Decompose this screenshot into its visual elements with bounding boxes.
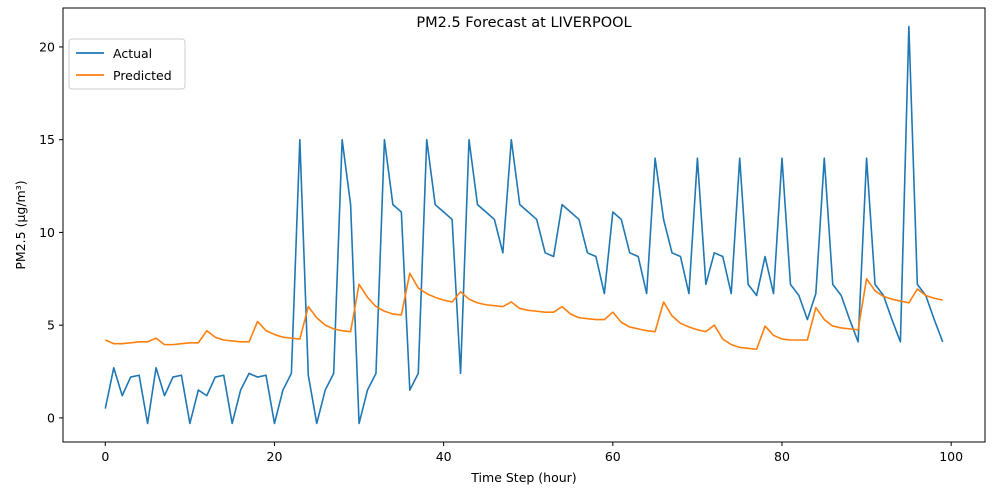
x-tick-label: 20	[267, 449, 283, 464]
x-tick-label: 0	[101, 449, 109, 464]
x-tick-label: 40	[436, 449, 452, 464]
plot-frame	[62, 7, 986, 443]
x-tick-label: 100	[939, 449, 963, 464]
y-axis: 0 5 10 15 20	[39, 39, 63, 425]
y-tick-label: 20	[39, 39, 55, 54]
x-axis-label: Time Step (hour)	[470, 470, 576, 485]
x-axis: 0 20 40 60 80 100	[101, 442, 963, 464]
y-tick-label: 0	[47, 410, 55, 425]
series-line-actual	[104, 25, 944, 425]
series-line-predicted	[104, 272, 943, 351]
legend-label-actual: Actual	[113, 46, 152, 61]
legend-label-predicted: Predicted	[113, 68, 172, 83]
y-axis-label: PM2.5 (µg/m³)	[13, 180, 28, 269]
y-tick-label: 10	[39, 225, 55, 240]
y-tick-label: 15	[39, 132, 55, 147]
plot-lines	[104, 25, 944, 425]
x-tick-label: 60	[605, 449, 621, 464]
x-tick-label: 80	[774, 449, 790, 464]
legend-box	[68, 38, 186, 90]
chart-title: PM2.5 Forecast at LIVERPOOL	[416, 15, 631, 31]
y-tick-label: 5	[47, 318, 55, 333]
legend: Actual Predicted	[68, 38, 186, 90]
